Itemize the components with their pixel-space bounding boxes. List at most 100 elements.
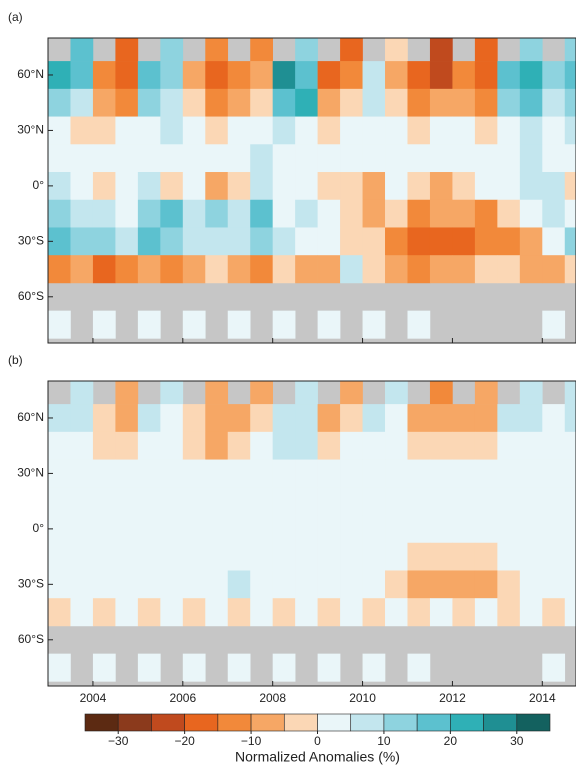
- cell: [317, 487, 341, 516]
- cell: [542, 144, 566, 173]
- cell: [92, 570, 116, 599]
- cell: [340, 227, 363, 256]
- cell: [385, 381, 408, 405]
- cell: [385, 542, 408, 571]
- cell: [160, 199, 184, 228]
- colorbar-tick-label: 10: [377, 734, 391, 748]
- cell: [137, 487, 161, 516]
- cell: [115, 172, 139, 201]
- cell: [385, 404, 408, 433]
- cell: [474, 116, 498, 145]
- cell: [542, 116, 566, 145]
- cell: [452, 431, 476, 460]
- cell: [227, 310, 251, 339]
- cell: [497, 431, 521, 460]
- cell: [407, 61, 431, 90]
- cell: [385, 487, 408, 516]
- cell: [182, 459, 206, 488]
- cell: [542, 255, 566, 284]
- cell: [205, 598, 229, 627]
- cell: [407, 310, 431, 339]
- cell: [250, 88, 273, 117]
- cell: [92, 255, 116, 284]
- cell: [317, 542, 341, 571]
- cell: [137, 515, 161, 544]
- x-tick-label: 2004: [80, 691, 107, 705]
- cell: [205, 459, 229, 488]
- cell: [519, 570, 543, 599]
- cell: [48, 310, 71, 339]
- cell: [295, 88, 318, 117]
- colorbar-bin: [317, 713, 352, 732]
- cell: [542, 459, 566, 488]
- cell: [137, 116, 161, 145]
- cell: [160, 144, 184, 173]
- cell: [182, 172, 206, 201]
- cell: [564, 381, 576, 405]
- cell: [474, 404, 498, 433]
- cell: [250, 487, 273, 516]
- cell: [340, 598, 363, 627]
- cell: [70, 116, 94, 145]
- cell: [429, 542, 453, 571]
- cell: [497, 199, 521, 228]
- cell: [385, 431, 408, 460]
- cell: [519, 459, 543, 488]
- cell: [497, 487, 521, 516]
- colorbar-tick-label: −10: [241, 734, 262, 748]
- cell: [407, 199, 431, 228]
- cell: [137, 255, 161, 284]
- cell: [250, 404, 273, 433]
- cell: [542, 487, 566, 516]
- cell: [250, 255, 273, 284]
- cell: [272, 542, 296, 571]
- cell: [564, 431, 576, 460]
- cell: [70, 199, 94, 228]
- cell: [452, 598, 476, 627]
- cell: [564, 144, 576, 173]
- cell: [92, 310, 116, 339]
- cell: [48, 431, 71, 460]
- cell: [70, 570, 94, 599]
- cell: [429, 227, 453, 256]
- cell: [272, 88, 296, 117]
- cell: [407, 570, 431, 599]
- cell: [48, 255, 71, 284]
- cell: [205, 542, 229, 571]
- colorbar-bin: [450, 713, 484, 732]
- cell: [407, 487, 431, 516]
- cell: [92, 172, 116, 201]
- cell: [317, 88, 341, 117]
- cell: [429, 61, 453, 90]
- cell: [564, 570, 576, 599]
- y-tick-label: 30°N: [17, 123, 44, 137]
- cell: [92, 487, 116, 516]
- cell: [295, 61, 318, 90]
- cell: [429, 598, 453, 627]
- colorbar-bin: [117, 713, 152, 732]
- cell: [227, 542, 251, 571]
- cell: [519, 404, 543, 433]
- cell: [272, 61, 296, 90]
- cell: [429, 459, 453, 488]
- cell: [272, 570, 296, 599]
- cell: [362, 653, 386, 682]
- cell: [137, 227, 161, 256]
- cell: [295, 542, 318, 571]
- cell: [92, 598, 116, 627]
- cell: [362, 487, 386, 516]
- cell: [137, 144, 161, 173]
- cell: [250, 515, 273, 544]
- colorbar-bin: [516, 713, 551, 732]
- cell: [182, 487, 206, 516]
- cell: [542, 570, 566, 599]
- cell: [295, 227, 318, 256]
- cell: [182, 255, 206, 284]
- cell: [250, 598, 273, 627]
- cell: [362, 515, 386, 544]
- cell: [519, 38, 543, 62]
- cell: [519, 88, 543, 117]
- cell: [272, 116, 296, 145]
- cell: [227, 144, 251, 173]
